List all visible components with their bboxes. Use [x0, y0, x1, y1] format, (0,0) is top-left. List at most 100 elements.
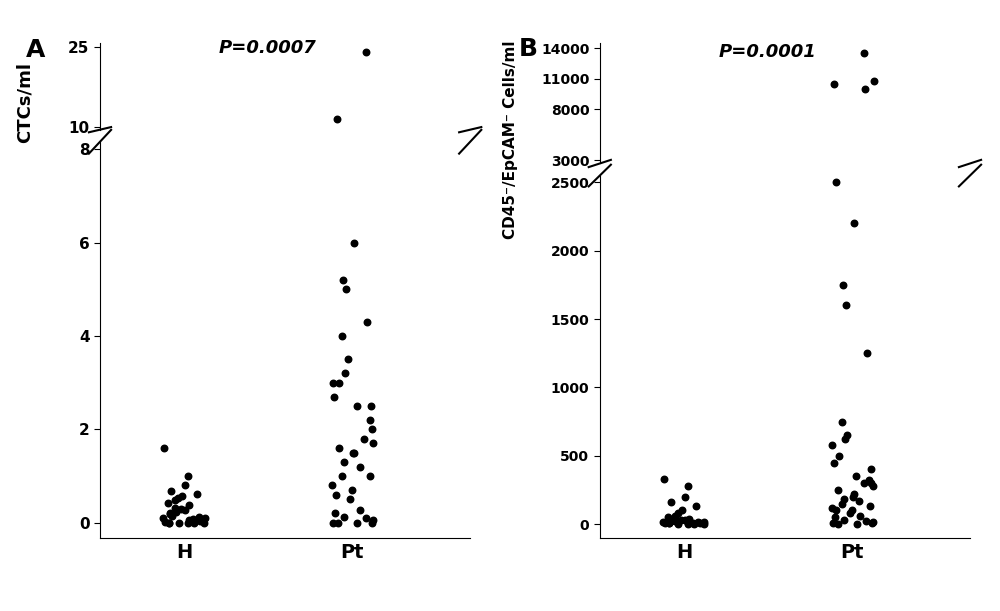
Point: [661, 519, 677, 529]
Point: [690, 517, 706, 527]
Point: [681, 514, 697, 524]
Point: [349, 518, 365, 528]
Point: [656, 474, 672, 484]
Point: [324, 480, 340, 490]
Point: [346, 448, 362, 458]
Point: [174, 491, 190, 500]
Point: [155, 513, 171, 523]
Point: [655, 518, 671, 527]
Point: [657, 518, 673, 528]
Point: [673, 515, 689, 525]
Point: [336, 457, 352, 467]
Point: [167, 503, 183, 513]
Point: [826, 79, 842, 89]
Point: [837, 434, 853, 444]
Point: [667, 511, 683, 521]
Point: [677, 515, 693, 525]
Point: [197, 513, 213, 523]
Point: [365, 439, 381, 448]
Point: [164, 511, 180, 521]
Point: [662, 516, 678, 526]
Point: [834, 499, 850, 508]
Point: [688, 502, 704, 511]
Point: [181, 516, 197, 525]
Point: [161, 518, 177, 528]
Point: [325, 378, 341, 387]
Point: [866, 76, 882, 86]
Point: [363, 401, 379, 411]
Point: [865, 517, 881, 527]
Point: [670, 519, 686, 529]
Point: [177, 505, 193, 514]
Point: [337, 368, 353, 378]
Point: [338, 284, 354, 294]
Point: [325, 518, 341, 528]
Point: [356, 434, 372, 444]
Point: [186, 518, 202, 528]
Point: [680, 519, 696, 529]
Point: [861, 475, 877, 485]
Point: [362, 415, 378, 425]
Point: [827, 512, 843, 522]
Point: [335, 275, 351, 285]
Point: [828, 505, 844, 515]
Point: [189, 489, 205, 499]
Point: [696, 517, 712, 527]
Point: [331, 443, 347, 453]
Point: [858, 516, 874, 526]
Point: [830, 519, 846, 529]
Point: [824, 440, 840, 450]
Point: [825, 519, 841, 529]
Point: [863, 464, 879, 474]
Point: [662, 516, 678, 526]
Point: [834, 417, 850, 426]
Point: [857, 84, 873, 94]
Point: [346, 238, 362, 247]
Point: [846, 489, 862, 499]
Text: P=0.0007: P=0.0007: [218, 39, 316, 57]
Point: [852, 511, 868, 521]
Point: [696, 519, 712, 529]
Point: [345, 448, 361, 458]
Point: [161, 518, 177, 528]
Point: [334, 331, 350, 341]
Point: [677, 492, 693, 502]
Point: [180, 518, 196, 528]
Point: [845, 492, 861, 502]
Point: [192, 516, 208, 525]
Point: [674, 505, 690, 515]
Point: [185, 514, 201, 524]
Point: [330, 518, 346, 528]
Point: [358, 513, 374, 523]
Text: A: A: [26, 38, 45, 62]
Point: [838, 301, 854, 310]
Point: [156, 443, 172, 453]
Point: [692, 518, 708, 528]
Point: [359, 317, 375, 327]
Point: [171, 518, 187, 528]
Point: [685, 518, 701, 527]
Point: [365, 516, 381, 525]
Point: [327, 508, 343, 518]
Point: [849, 519, 865, 529]
Y-axis label: CD45⁻/EpCAM⁻ Cells/ml: CD45⁻/EpCAM⁻ Cells/ml: [503, 40, 518, 238]
Point: [334, 471, 350, 481]
Point: [824, 503, 840, 513]
Point: [661, 519, 677, 529]
Point: [826, 458, 842, 467]
Point: [864, 518, 880, 527]
Point: [162, 508, 178, 518]
Point: [851, 496, 867, 506]
Point: [180, 471, 196, 481]
Point: [344, 485, 360, 495]
Point: [844, 505, 860, 515]
Point: [670, 508, 686, 518]
Point: [157, 517, 173, 527]
Point: [836, 494, 852, 504]
Point: [328, 490, 344, 500]
Point: [680, 518, 696, 527]
Point: [667, 516, 683, 525]
Text: P=0.0001: P=0.0001: [718, 43, 816, 61]
Point: [828, 177, 844, 187]
Point: [326, 392, 342, 401]
